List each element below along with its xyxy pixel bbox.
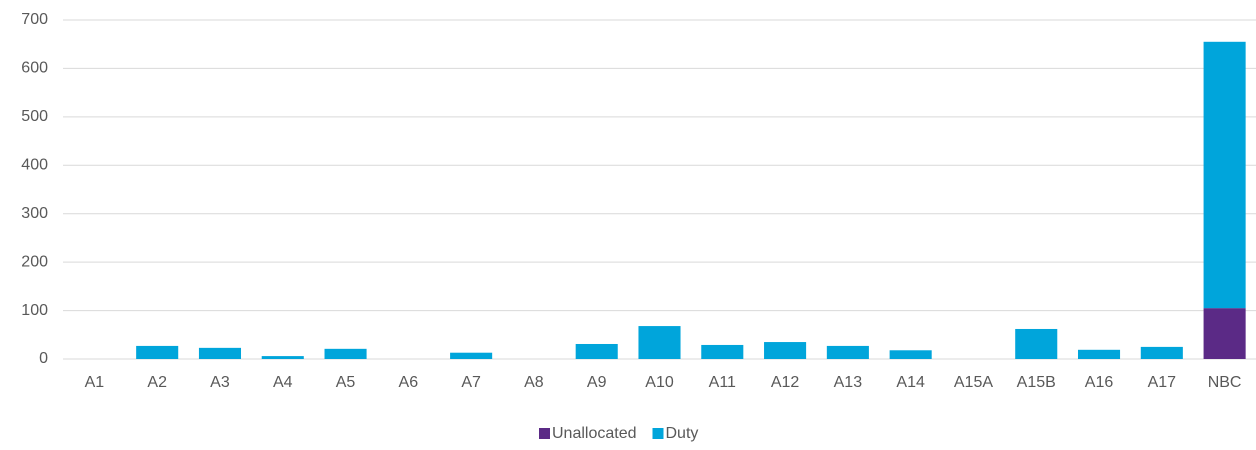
legend-label: Duty (666, 425, 699, 442)
bar (889, 350, 932, 359)
bar (324, 348, 367, 359)
bar (701, 344, 744, 359)
y-tick-label: 300 (21, 205, 48, 222)
bar (136, 345, 179, 359)
bar (198, 347, 242, 359)
x-tick-label: A9 (587, 374, 607, 391)
y-tick-label: 700 (21, 11, 48, 28)
bar (826, 345, 869, 359)
bar (1140, 346, 1183, 359)
x-tick-label: A3 (210, 374, 230, 391)
x-tick-label: A14 (896, 374, 925, 391)
x-tick-label: NBC (1208, 374, 1242, 391)
legend-swatch (539, 428, 550, 439)
x-tick-label: A15B (1017, 374, 1056, 391)
bar (764, 342, 807, 359)
legend-swatch (652, 428, 664, 439)
y-tick-label: 500 (21, 108, 48, 125)
x-tick-label: A2 (147, 374, 167, 391)
x-tick-label: A13 (834, 374, 863, 391)
x-tick-label: A11 (709, 374, 736, 391)
x-tick-label: A10 (645, 374, 674, 391)
x-tick-label: A16 (1085, 374, 1114, 391)
x-tick-label: A17 (1148, 374, 1177, 391)
x-tick-label: A12 (771, 374, 800, 391)
x-tick-label: A6 (399, 374, 419, 391)
bar (1077, 349, 1121, 359)
y-tick-label: 0 (39, 350, 48, 367)
bar (575, 343, 618, 359)
x-tick-label: A7 (461, 374, 481, 391)
x-tick-label: A8 (524, 374, 544, 391)
bar (1015, 328, 1058, 359)
x-tick-label: A4 (273, 374, 293, 391)
bar (638, 326, 681, 359)
bar (261, 356, 304, 359)
y-tick-label: 200 (21, 253, 48, 270)
x-tick-label: A5 (336, 374, 356, 391)
legend-label: Unallocated (552, 425, 637, 442)
x-tick-label: A15A (954, 374, 993, 391)
bar (1203, 308, 1246, 359)
y-tick-label: 600 (21, 60, 48, 77)
y-tick-label: 100 (21, 302, 48, 319)
bar (1203, 41, 1246, 309)
bar (450, 352, 493, 359)
x-tick-label: A1 (85, 374, 105, 391)
y-tick-label: 400 (21, 157, 48, 174)
